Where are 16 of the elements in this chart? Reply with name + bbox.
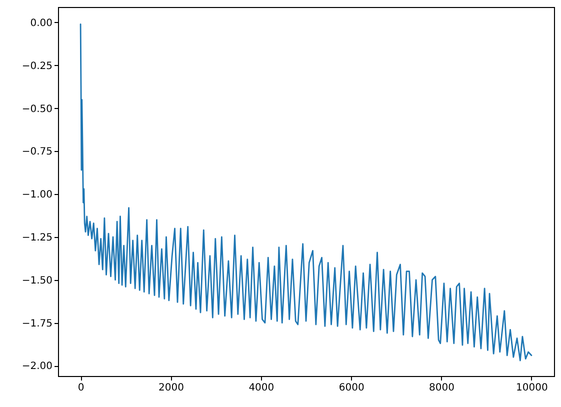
y-tick-label: −1.50	[22, 275, 52, 286]
x-tick-label: 8000	[429, 382, 454, 394]
y-tick-label: −0.50	[22, 104, 52, 115]
y-tick-label: −1.00	[22, 190, 52, 201]
line-series	[80, 23, 532, 362]
x-tick-label: 6000	[338, 382, 364, 394]
x-tick-label: 0	[78, 382, 84, 394]
y-tick-label: −2.00	[22, 361, 52, 372]
y-tick-label: 0.00	[30, 18, 52, 29]
x-tick-label: 4000	[248, 382, 274, 394]
y-tick-label: −0.25	[22, 60, 52, 72]
y-tick-label: −0.75	[22, 146, 52, 158]
x-tick-label: 10000	[516, 382, 548, 394]
x-tick-label: 2000	[158, 382, 184, 394]
y-tick-label: −1.75	[22, 318, 52, 330]
y-tick-label: −1.25	[22, 232, 52, 244]
